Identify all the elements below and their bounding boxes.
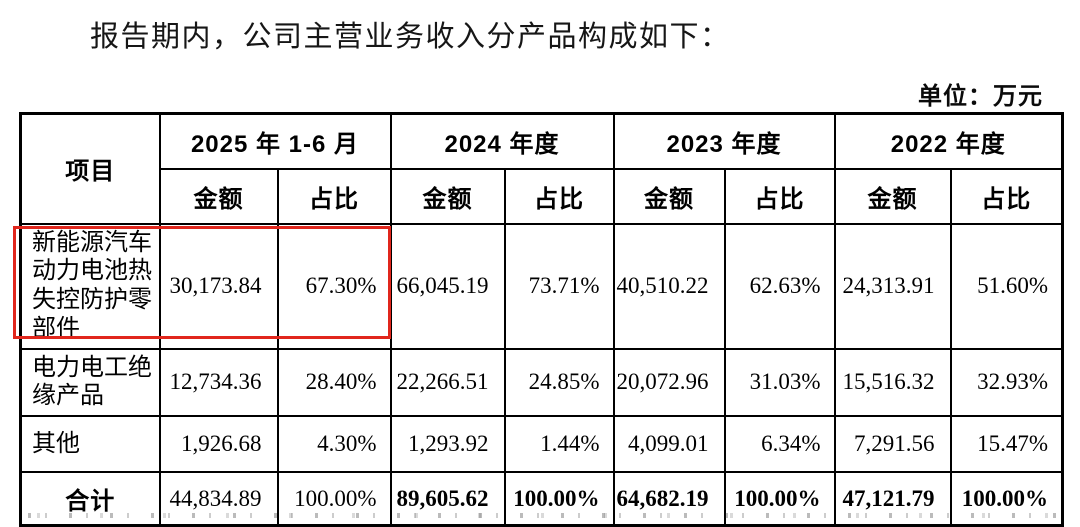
column-header-item: 项目 xyxy=(19,112,161,225)
column-header-ratio: 占比 xyxy=(503,167,615,225)
column-header-ratio: 占比 xyxy=(949,167,1064,225)
clipped-text-line xyxy=(28,513,1058,518)
amount-cell: 22,266.51 xyxy=(389,347,506,418)
table-row-nev-battery-parts: 新能源汽车动力电池热失控防护零部件 30,173.84 67.30% 66,04… xyxy=(19,222,1064,350)
ratio-cell: 100.00% xyxy=(276,471,392,527)
amount-cell: 7,291.56 xyxy=(833,415,952,474)
ratio-cell: 15.47% xyxy=(949,415,1064,474)
column-header-amount: 金额 xyxy=(389,167,506,225)
ratio-cell: 67.30% xyxy=(276,222,392,350)
column-header-amount: 金额 xyxy=(833,167,952,225)
ratio-cell: 73.71% xyxy=(503,222,615,350)
amount-cell: 30,173.84 xyxy=(158,222,279,350)
amount-cell: 15,516.32 xyxy=(833,347,952,418)
amount-cell: 20,072.96 xyxy=(612,347,726,418)
page-title: 报告期内，公司主营业务收入分产品构成如下： xyxy=(90,21,731,53)
column-header-period-2025: 2025 年 1-6 月 xyxy=(158,112,392,170)
amount-cell: 1,293.92 xyxy=(389,415,506,474)
column-header-period-2023: 2023 年度 xyxy=(612,112,836,170)
ratio-cell: 4.30% xyxy=(276,415,392,474)
header-row-measures: 金额 占比 金额 占比 金额 占比 金额 占比 xyxy=(21,167,1064,225)
amount-cell: 66,045.19 xyxy=(389,222,506,350)
ratio-cell: 62.63% xyxy=(723,222,836,350)
row-item-label: 新能源汽车动力电池热失控防护零部件 xyxy=(19,222,161,350)
amount-cell: 40,510.22 xyxy=(612,222,726,350)
ratio-cell: 6.34% xyxy=(723,415,836,474)
revenue-by-product-table: 项目 2025 年 1-6 月 2024 年度 2023 年度 2022 年度 … xyxy=(19,112,1064,527)
amount-cell: 24,313.91 xyxy=(833,222,952,350)
table-row-other: 其他 1,926.68 4.30% 1,293.92 1.44% 4,099.0… xyxy=(19,415,1064,474)
ratio-cell: 24.85% xyxy=(503,347,615,418)
amount-cell: 12,734.36 xyxy=(158,347,279,418)
amount-cell: 1,926.68 xyxy=(158,415,279,474)
ratio-cell: 28.40% xyxy=(276,347,392,418)
unit-label: 单位：万元 xyxy=(918,83,1043,110)
column-header-amount: 金额 xyxy=(612,167,726,225)
ratio-cell: 1.44% xyxy=(503,415,615,474)
header-row-periods: 项目 2025 年 1-6 月 2024 年度 2023 年度 2022 年度 xyxy=(19,112,1064,225)
column-header-ratio: 占比 xyxy=(723,167,836,225)
row-item-label: 其他 xyxy=(19,415,161,474)
amount-cell: 4,099.01 xyxy=(612,415,726,474)
total-row-label: 合计 xyxy=(19,471,161,527)
column-header-period-2024: 2024 年度 xyxy=(389,112,615,170)
column-header-period-2022: 2022 年度 xyxy=(833,112,1064,170)
amount-cell: 44,834.89 xyxy=(158,471,279,527)
column-header-ratio: 占比 xyxy=(276,167,392,225)
column-header-amount: 金额 xyxy=(158,167,279,225)
ratio-cell: 51.60% xyxy=(949,222,1064,350)
table-row-electrical-insulation: 电力电工绝缘产品 12,734.36 28.40% 22,266.51 24.8… xyxy=(19,347,1064,418)
ratio-cell: 31.03% xyxy=(723,347,836,418)
row-item-label: 电力电工绝缘产品 xyxy=(19,347,161,418)
ratio-cell: 32.93% xyxy=(949,347,1064,418)
amount-cell: 64,682.19 xyxy=(612,471,726,527)
